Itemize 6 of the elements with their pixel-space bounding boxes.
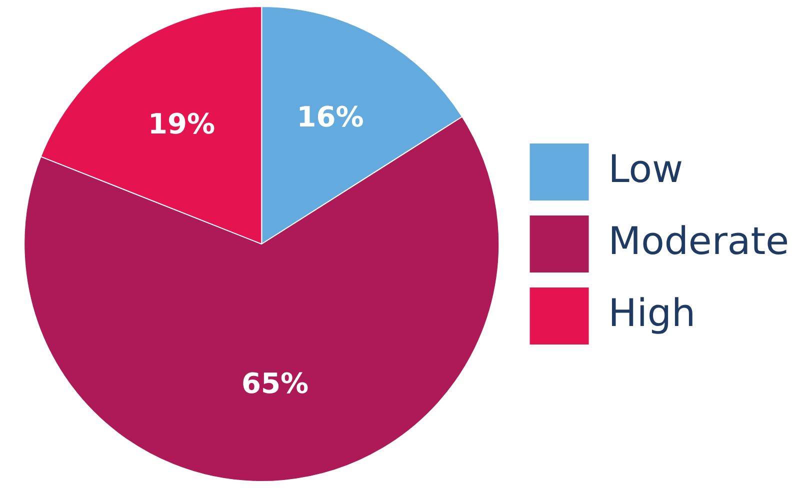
legend-label: Moderate [608,218,790,263]
legend-label: High [608,290,696,335]
legend-label: Low [608,146,684,191]
data-label: 19% [148,107,216,140]
data-label: 16% [296,100,364,134]
data-label: 65% [242,367,309,400]
